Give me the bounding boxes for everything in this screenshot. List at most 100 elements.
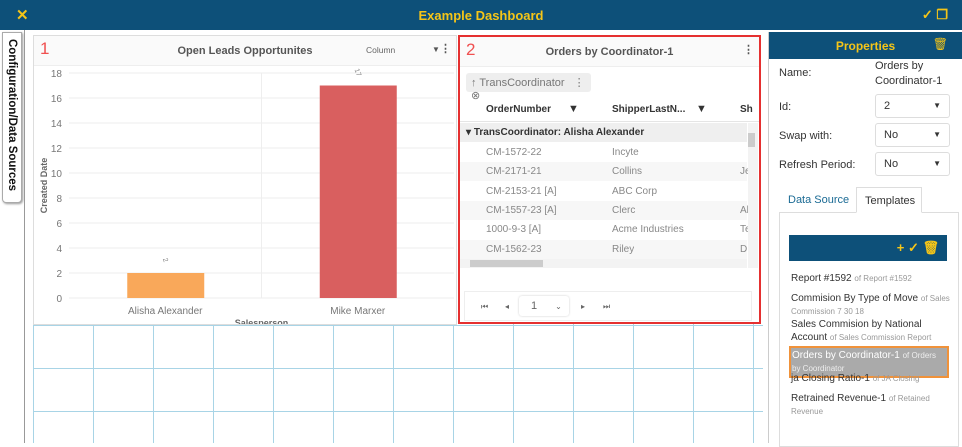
first-page-icon[interactable]: ⏮ <box>481 302 489 311</box>
template-item[interactable]: Retrained Revenue-1 of Retained Revenue <box>791 392 951 418</box>
prev-page-icon[interactable]: ◂ <box>505 302 510 311</box>
top-bar: ✕ Example Dashboard ✓ ❐ <box>0 0 962 30</box>
table-row[interactable]: CM-1572-22 Incyte <box>460 143 747 162</box>
table-row[interactable]: 1000-9-3 [A] Acme Industries Te <box>460 220 751 240</box>
y-tick-label: 6 <box>56 219 62 230</box>
filter-icon[interactable]: ▼ <box>696 103 707 115</box>
name-value-2: Coordinator-1 <box>875 75 943 87</box>
swap-label: Swap with: <box>779 130 833 142</box>
remove-icon[interactable]: ⊗ <box>471 90 481 102</box>
template-item[interactable]: Sales Commision by National Account of S… <box>791 318 951 344</box>
y-tick-label: 14 <box>51 119 63 130</box>
template-source: of Sales Commission Report <box>829 333 932 342</box>
table-cell: ABC Corp <box>612 185 658 197</box>
check-icon[interactable]: ✓ <box>921 7 933 22</box>
refresh-label: Refresh Period: <box>779 159 856 171</box>
trash-icon[interactable]: 🗑 <box>922 240 939 255</box>
template-name: Commision By Type of Move <box>791 293 919 304</box>
table-cell: Je <box>740 166 751 178</box>
table-cell: CM-1562-23 <box>486 243 542 255</box>
template-source: of Orders by Coordinator <box>792 351 936 373</box>
refresh-select[interactable]: No ▼ <box>875 152 950 176</box>
refresh-value: No <box>884 158 899 170</box>
panel-number: 1 <box>40 39 50 58</box>
copy-icon[interactable]: ❐ <box>936 7 948 22</box>
template-item[interactable]: ja Closing Ratio-1 of JA Closing <box>791 372 951 385</box>
table-cell: Te <box>740 224 751 236</box>
table-row[interactable]: CM-1562-23 Riley D <box>460 239 748 259</box>
vertical-scrollbar[interactable] <box>748 123 758 268</box>
table-cell: CM-1572-22 <box>486 147 542 158</box>
close-icon[interactable]: ✕ <box>16 7 29 24</box>
chip-menu-icon[interactable]: ⋮ <box>573 77 585 89</box>
horizontal-scrollbar[interactable] <box>460 259 747 268</box>
check-icon[interactable]: ✓ <box>907 240 919 255</box>
id-select[interactable]: 2 ▼ <box>875 94 950 118</box>
bar[interactable] <box>319 85 397 299</box>
pager: ⏮ ◂ 1 ⌄ ▸ ⏭ <box>464 291 752 321</box>
table-row[interactable]: CM-2171-21 Collins Je <box>460 162 751 182</box>
caret-down-icon: ▼ <box>933 130 941 139</box>
group-chip-label: TransCoordinator <box>479 77 565 89</box>
swap-value: No <box>884 129 899 141</box>
properties-title: Properties <box>835 39 896 53</box>
template-source: of Report #1592 <box>854 274 912 283</box>
panel-orders-by-coordinator: 2 Orders by Coordinator-1 ⋮ ↑ TransCoord… <box>458 35 761 324</box>
name-value: Orders by <box>875 60 924 72</box>
template-name: Orders by Coordinator-1 <box>792 350 900 361</box>
next-page-icon[interactable]: ▸ <box>581 302 586 311</box>
add-icon[interactable]: + <box>896 240 905 255</box>
data-label: 2 <box>161 257 169 263</box>
more-menu-icon[interactable]: ⋮ <box>440 43 451 55</box>
more-menu-icon[interactable]: ⋮ <box>743 44 754 56</box>
dashboard-title: Example Dashboard <box>418 8 544 23</box>
table-cell: CM-2171-21 <box>486 166 542 178</box>
y-tick-label: 16 <box>51 94 63 105</box>
configuration-data-sources-tab[interactable]: Configuration/Data Sources <box>2 32 22 203</box>
y-tick-label: 10 <box>51 169 63 180</box>
trash-icon[interactable]: 🗑 <box>932 37 948 51</box>
column-header[interactable]: Sh <box>740 104 753 115</box>
divider <box>24 30 25 443</box>
y-tick-label: 2 <box>56 269 62 280</box>
tab-templates[interactable]: Templates <box>856 187 922 213</box>
chart-type-select[interactable]: Column <box>366 45 396 55</box>
template-source: of Retained Revenue <box>791 394 930 416</box>
table-row[interactable]: CM-2153-21 [A] ABC Corp <box>460 181 747 201</box>
properties-panel: Properties 🗑 Name: Orders by Coordinator-… <box>768 32 962 447</box>
y-tick-label: 12 <box>51 144 63 155</box>
panel-title: Orders by Coordinator-1 <box>545 46 674 58</box>
id-value: 2 <box>884 100 891 112</box>
x-tick-label: Mike Marxer <box>330 306 386 317</box>
template-item[interactable]: Report #1592 of Report #1592 <box>791 272 951 285</box>
id-label: Id: <box>779 101 792 113</box>
filter-icon[interactable]: ▼ <box>568 103 579 115</box>
swap-select[interactable]: No ▼ <box>875 123 950 147</box>
column-header[interactable]: OrderNumber <box>486 104 552 115</box>
template-name: Report #1592 <box>791 273 852 284</box>
group-row[interactable]: ▾ TransCoordinator: Alisha Alexander <box>460 123 747 142</box>
table-cell: CM-1557-23 [A] <box>486 204 557 216</box>
side-tab-label: Configuration/Data Sources <box>6 39 18 192</box>
group-row-label: TransCoordinator: Alisha Alexander <box>473 127 645 138</box>
panel-title: Open Leads Opportunites <box>177 45 313 57</box>
y-tick-label: 0 <box>56 294 62 305</box>
table-cell: D <box>740 243 748 255</box>
table-cell: 1000-9-3 [A] <box>486 224 542 236</box>
last-page-icon[interactable]: ⏭ <box>603 302 611 311</box>
group-chip[interactable]: ↑ TransCoordinator ⋮ ⊗ <box>466 73 591 102</box>
column-header[interactable]: ShipperLastN... <box>612 104 686 115</box>
tab-data-source[interactable]: Data Source <box>788 194 850 206</box>
y-axis-title: Created Date <box>39 158 49 214</box>
table-row[interactable]: CM-1557-23 [A] Clerc Al <box>460 200 749 220</box>
y-tick-label: 8 <box>56 194 62 205</box>
bar[interactable] <box>127 273 205 298</box>
page-select[interactable]: 1 ⌄ <box>519 296 569 316</box>
table-cell: Acme Industries <box>612 224 684 236</box>
caret-down-icon: ▼ <box>933 101 941 110</box>
chevron-down-icon[interactable]: ▼ <box>432 45 440 54</box>
template-item[interactable]: Commision By Type of Move of Sales Commi… <box>791 292 951 318</box>
template-item[interactable]: Orders by Coordinator-1 of Orders by Coo… <box>789 346 949 378</box>
x-axis-title: Salesperson <box>235 318 289 324</box>
panel-number: 2 <box>466 40 476 59</box>
